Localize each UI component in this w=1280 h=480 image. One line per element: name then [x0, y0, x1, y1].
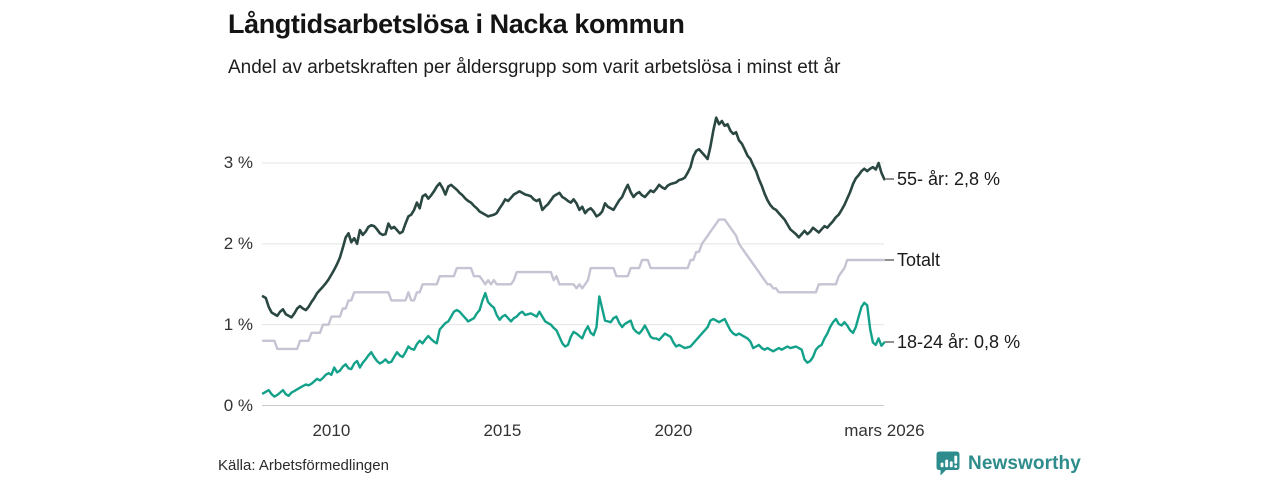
- label-connector-dash: [885, 341, 894, 344]
- label-connector-dash: [885, 259, 894, 261]
- series-line-18-24-ar: [261, 291, 886, 398]
- series-line-55-ar: [261, 116, 886, 319]
- logo-exclamation-bar: [954, 455, 958, 464]
- x-axis-tick-label: 2010: [312, 421, 351, 440]
- x-axis-tick-label: 2020: [654, 421, 693, 440]
- series-end-label-18-24-ar: 18-24 år: 0,8 %: [885, 331, 1020, 353]
- source-attribution: Källa: Arbetsförmedlingen: [218, 457, 389, 474]
- label-connector-dash: [885, 178, 894, 181]
- logo-bar-1: [940, 462, 944, 468]
- series-end-label-text: 55- år: 2,8 %: [897, 169, 1001, 190]
- chart-subtitle: Andel av arbetskraften per åldersgrupp s…: [228, 57, 841, 78]
- x-axis-tick-label: 2015: [483, 421, 522, 440]
- series-end-label-text: Totalt: [897, 250, 941, 270]
- newsworthy-logo: Newsworthy: [936, 451, 1081, 476]
- y-axis-tick-label: 2 %: [223, 233, 253, 253]
- series-end-label-text: 18-24 år: 0,8 %: [897, 332, 1021, 353]
- x-axis-tick-label: mars 2026: [844, 421, 925, 440]
- series-end-label-totalt: Totalt: [885, 249, 940, 271]
- logo-bar-2: [945, 459, 949, 468]
- chart-title: Långtidsarbetslösa i Nacka kommun: [228, 9, 685, 39]
- newsworthy-wordmark: Newsworthy: [968, 452, 1081, 474]
- newsworthy-icon: [936, 451, 960, 476]
- logo-bar-3: [949, 461, 953, 468]
- series-line-totalt: [261, 218, 886, 351]
- series-end-label-55-ar: 55- år: 2,8 %: [885, 168, 1000, 190]
- y-axis-tick-label: 3 %: [223, 153, 253, 172]
- logo-exclamation-dot: [954, 465, 958, 468]
- y-axis-tick-label: 0 %: [223, 395, 253, 415]
- y-axis-tick-label: 1 %: [223, 314, 253, 334]
